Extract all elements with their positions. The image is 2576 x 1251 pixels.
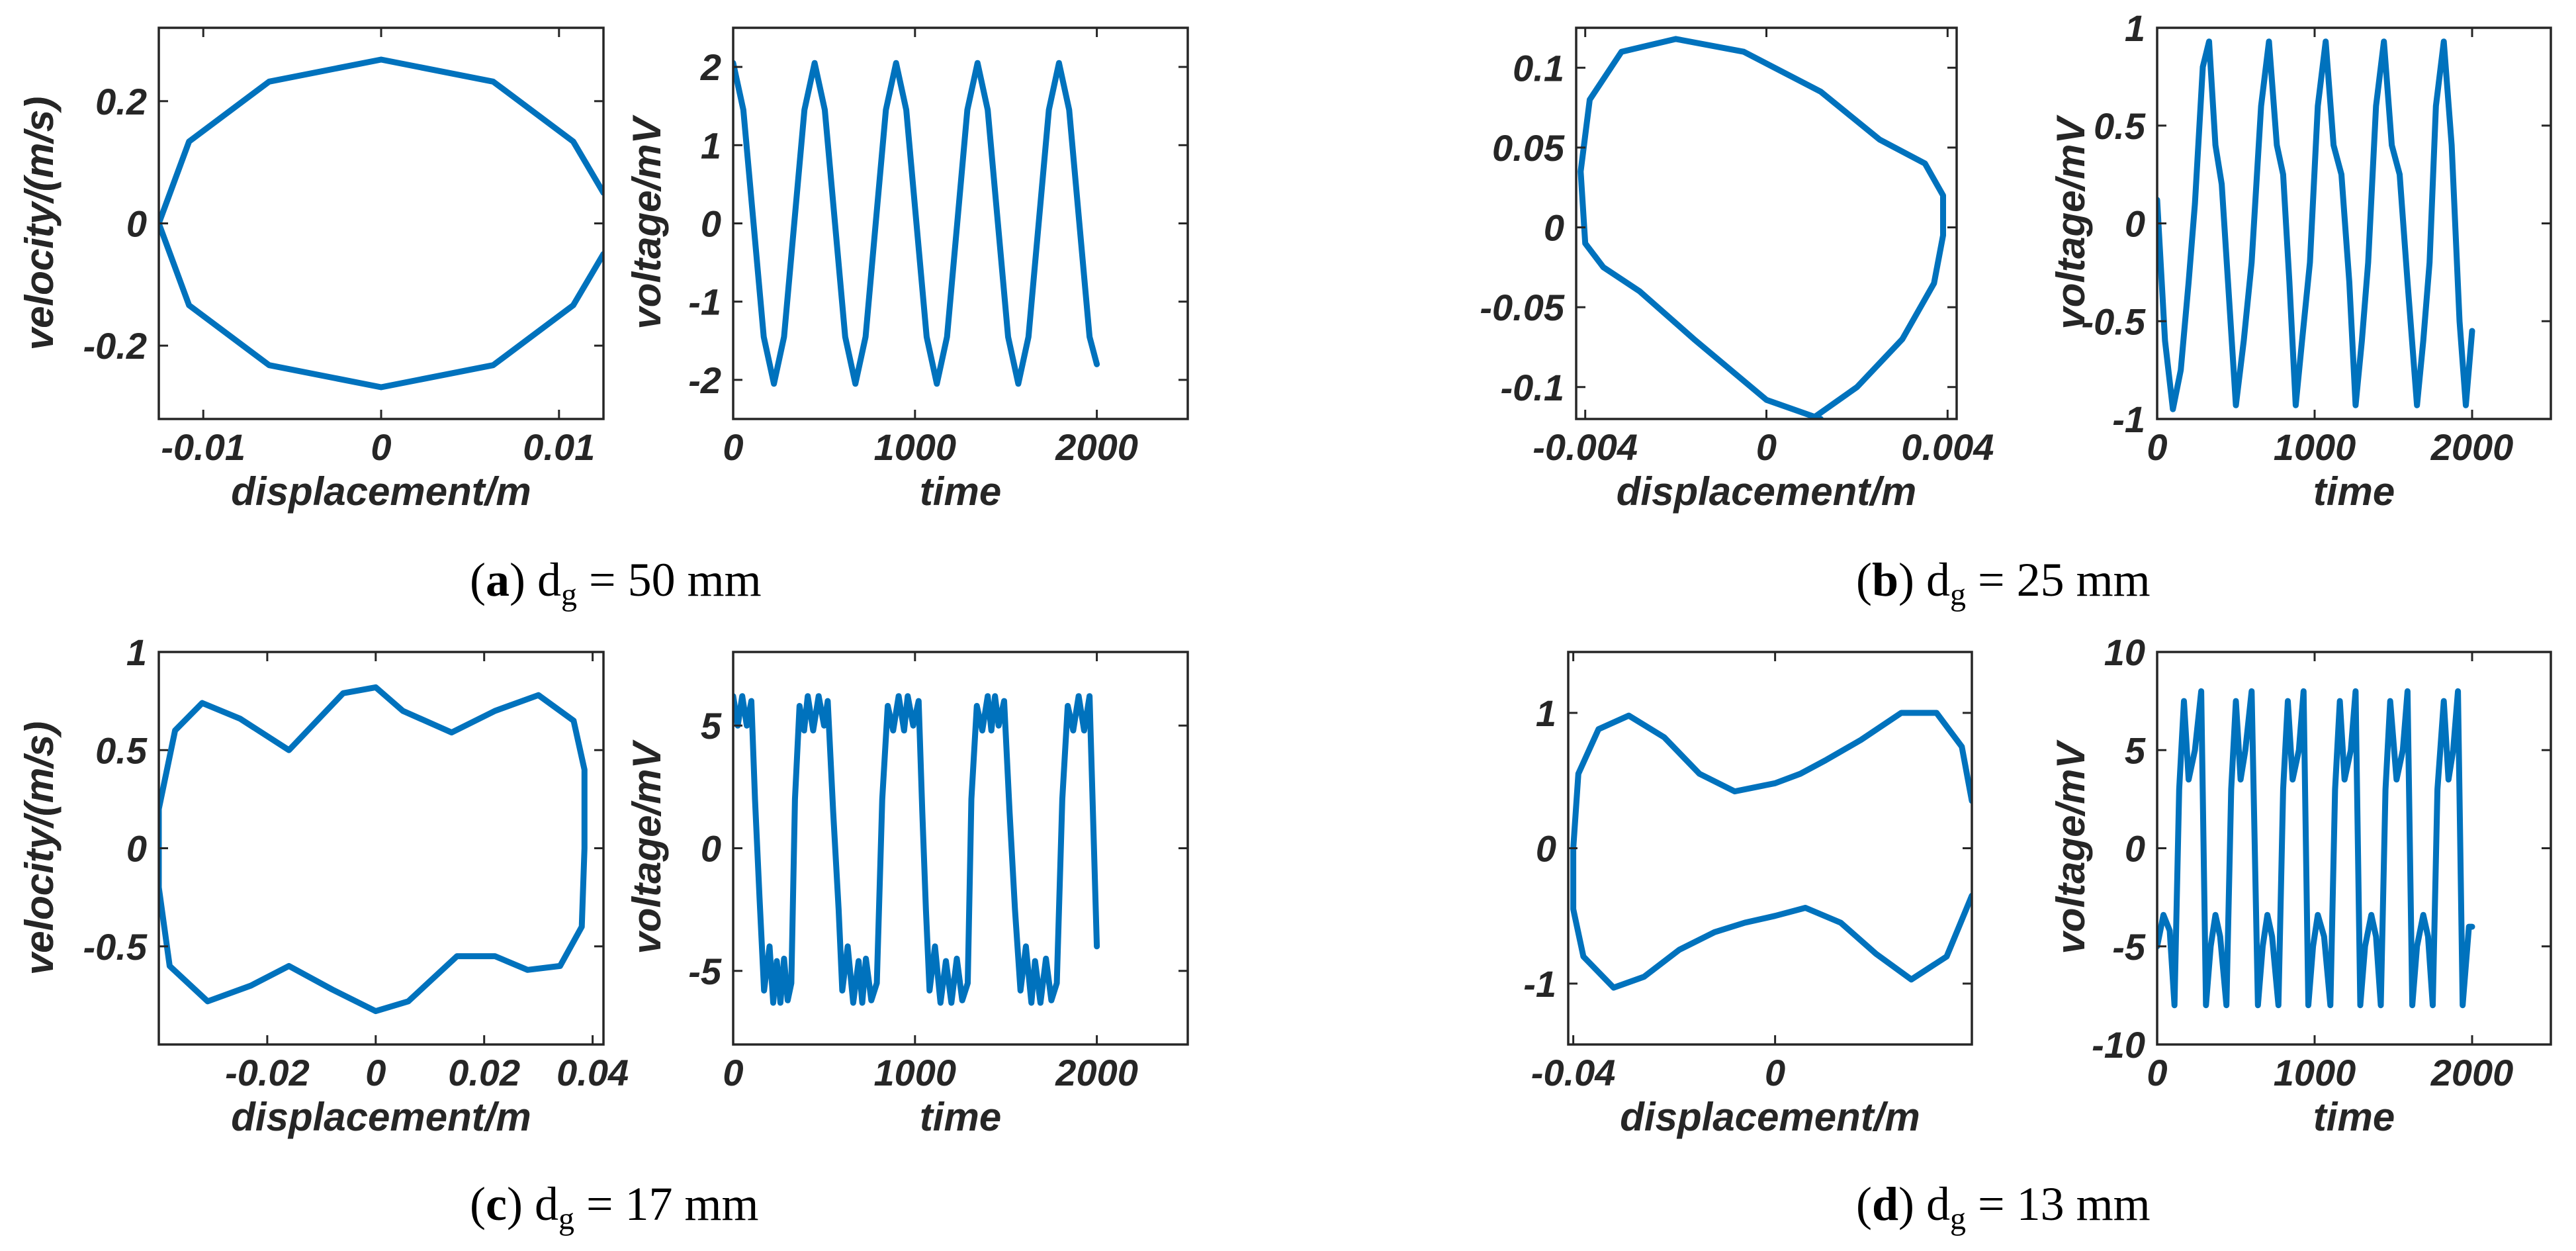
y-tick-label: 0: [126, 828, 147, 870]
y-tick-label: 2: [700, 46, 721, 88]
series-line-trajectory: [1577, 36, 1946, 419]
chart-d-phase: -0.04 0 -1 0 1 displacement/m velocity/(m/s): [17, 651, 1973, 1139]
x-tick-label: 0: [1765, 1052, 1785, 1093]
caption-d: (d) dg = 13 mm: [1856, 1178, 2151, 1236]
x-axis-label: time: [920, 469, 1001, 514]
x-tick-label: -0.02: [225, 1052, 310, 1093]
x-axis-label: displacement/m: [231, 1095, 531, 1139]
captions: (a) dg = 50 mm (b) dg = 25 mm (c) dg = 1…: [470, 553, 2151, 1236]
y-axis-label: voltage/mV: [2049, 114, 2093, 329]
y-tick-label: -1: [688, 281, 721, 323]
series-line-trajectory: [159, 56, 603, 391]
x-tick-label: 0.02: [448, 1052, 520, 1093]
y-tick-label: 0.1: [1513, 47, 1564, 89]
y-tick-label: -0.5: [2082, 301, 2146, 342]
y-tick-label: -10: [2092, 1024, 2145, 1066]
y-axis-label: velocity/(m/s): [17, 97, 62, 350]
y-tick-label: 0: [2125, 828, 2145, 870]
y-axis-label: voltage/mV: [625, 739, 669, 954]
x-axis-label: displacement/m: [231, 469, 531, 514]
x-tick-label: 0: [723, 426, 743, 468]
y-tick-label: 0.2: [95, 81, 147, 122]
y-tick-label: 0.5: [2094, 105, 2146, 147]
y-tick-label: 0.5: [95, 729, 148, 771]
y-tick-label: -1: [2112, 398, 2145, 440]
x-tick-label: 0: [723, 1052, 743, 1093]
y-axis-label: velocity/(m/s): [17, 721, 62, 975]
x-tick-label: 0.04: [556, 1052, 629, 1093]
x-tick-label: 2000: [1055, 1052, 1138, 1093]
caption-b: (b) dg = 25 mm: [1856, 553, 2151, 612]
y-tick-label: 1: [2125, 7, 2145, 49]
plot-area: [733, 28, 1188, 419]
y-tick-label: 1: [126, 631, 147, 673]
x-tick-label: 2000: [1055, 426, 1138, 468]
y-tick-label: 0.05: [1492, 127, 1565, 169]
x-tick-label: 0: [365, 1052, 386, 1093]
y-tick-label: -0.1: [1501, 367, 1565, 408]
x-tick-label: 1000: [2274, 426, 2356, 468]
chart-c-voltage: 0 1000 2000 -5 0 5 time voltage/mV: [625, 651, 1189, 1139]
x-axis-label: time: [2313, 469, 2395, 514]
y-tick-label: 0: [1536, 828, 1556, 870]
x-tick-label: 2000: [2430, 426, 2514, 468]
x-tick-label: 1000: [874, 1052, 957, 1093]
y-tick-label: -0.5: [83, 926, 148, 968]
y-tick-label: -2: [688, 359, 721, 401]
plot-area: [159, 28, 603, 419]
caption-a: (a) dg = 50 mm: [470, 553, 762, 612]
y-tick-label: 0: [126, 203, 147, 245]
x-tick-label: 0: [1756, 426, 1777, 468]
y-tick-label: 0: [701, 203, 721, 245]
x-tick-label: 0.01: [523, 426, 595, 468]
chart-b-voltage: 0 1000 2000 -1 -0.5 0 0.5 1 time voltage/mV: [2049, 7, 2552, 514]
y-tick-label: 1: [701, 124, 721, 166]
y-tick-label: -0.05: [1480, 287, 1564, 328]
y-tick-label: 0: [701, 828, 721, 870]
y-axis-label: voltage/mV: [2049, 739, 2093, 954]
chart-b-phase: -0.004 0 0.004 -0.1 -0.05 0 0.05 0.1 displacemen…: [17, 26, 1994, 514]
x-tick-label: -0.04: [1531, 1052, 1616, 1093]
x-tick-label: 0: [2147, 426, 2167, 468]
y-tick-label: 5: [701, 705, 722, 747]
y-tick-label: 0: [1544, 207, 1564, 249]
chart-d-voltage: 0 1000 2000 -10 -5 0 5 10 time voltage/mV: [2049, 631, 2552, 1139]
x-tick-label: 0: [2147, 1052, 2167, 1093]
x-axis-label: time: [920, 1095, 1001, 1139]
chart-a-voltage: 0 1000 2000 -2 -1 0 1 2 time voltage/mV: [625, 26, 1189, 514]
x-axis-label: time: [2313, 1095, 2395, 1139]
y-tick-label: -1: [1523, 963, 1556, 1005]
y-tick-label: 5: [2125, 729, 2146, 771]
caption-c: (c) dg = 17 mm: [470, 1178, 759, 1236]
series-line-voltage: [2157, 38, 2475, 412]
x-axis-label: displacement/m: [1617, 469, 1917, 514]
series-line-voltage: [2157, 688, 2475, 1009]
y-tick-label: -5: [2112, 926, 2146, 968]
x-tick-label: 2000: [2430, 1052, 2514, 1093]
x-axis-label: displacement/m: [1620, 1095, 1920, 1139]
y-axis-label: velocity/(m/s): [17, 97, 62, 350]
y-tick-label: -5: [688, 950, 722, 992]
x-tick-label: 0.004: [1901, 426, 1994, 468]
chart-c-phase: -0.02 0 0.02 0.04 -0.5 0 0.5 1 displacement/m vel…: [17, 631, 629, 1139]
chart-a-phase: -0.01 0 0.01 -0.2 0 0.2 displacement/m velocity…: [17, 26, 605, 514]
panels: -0.01 0 0.01 -0.2 0 0.2 displacement/m velocity…: [17, 7, 2552, 1139]
y-axis-label: voltage/mV: [625, 114, 669, 329]
series-line-trajectory: [159, 684, 588, 1015]
y-tick-label: 1: [1536, 692, 1556, 734]
series-line-voltage: [733, 60, 1100, 387]
y-tick-label: 0: [2125, 203, 2145, 245]
y-axis-label: velocity/(m/s): [17, 721, 62, 975]
x-tick-label: 1000: [2274, 1052, 2356, 1093]
x-tick-label: -0.01: [161, 426, 245, 468]
y-tick-label: -0.2: [83, 325, 148, 367]
plot-area: [1576, 28, 1957, 419]
x-tick-label: -0.004: [1532, 426, 1638, 468]
x-tick-label: 0: [371, 426, 391, 468]
series-line-voltage: [733, 693, 1100, 1006]
y-tick-label: 10: [2104, 631, 2145, 673]
x-tick-label: 1000: [874, 426, 957, 468]
